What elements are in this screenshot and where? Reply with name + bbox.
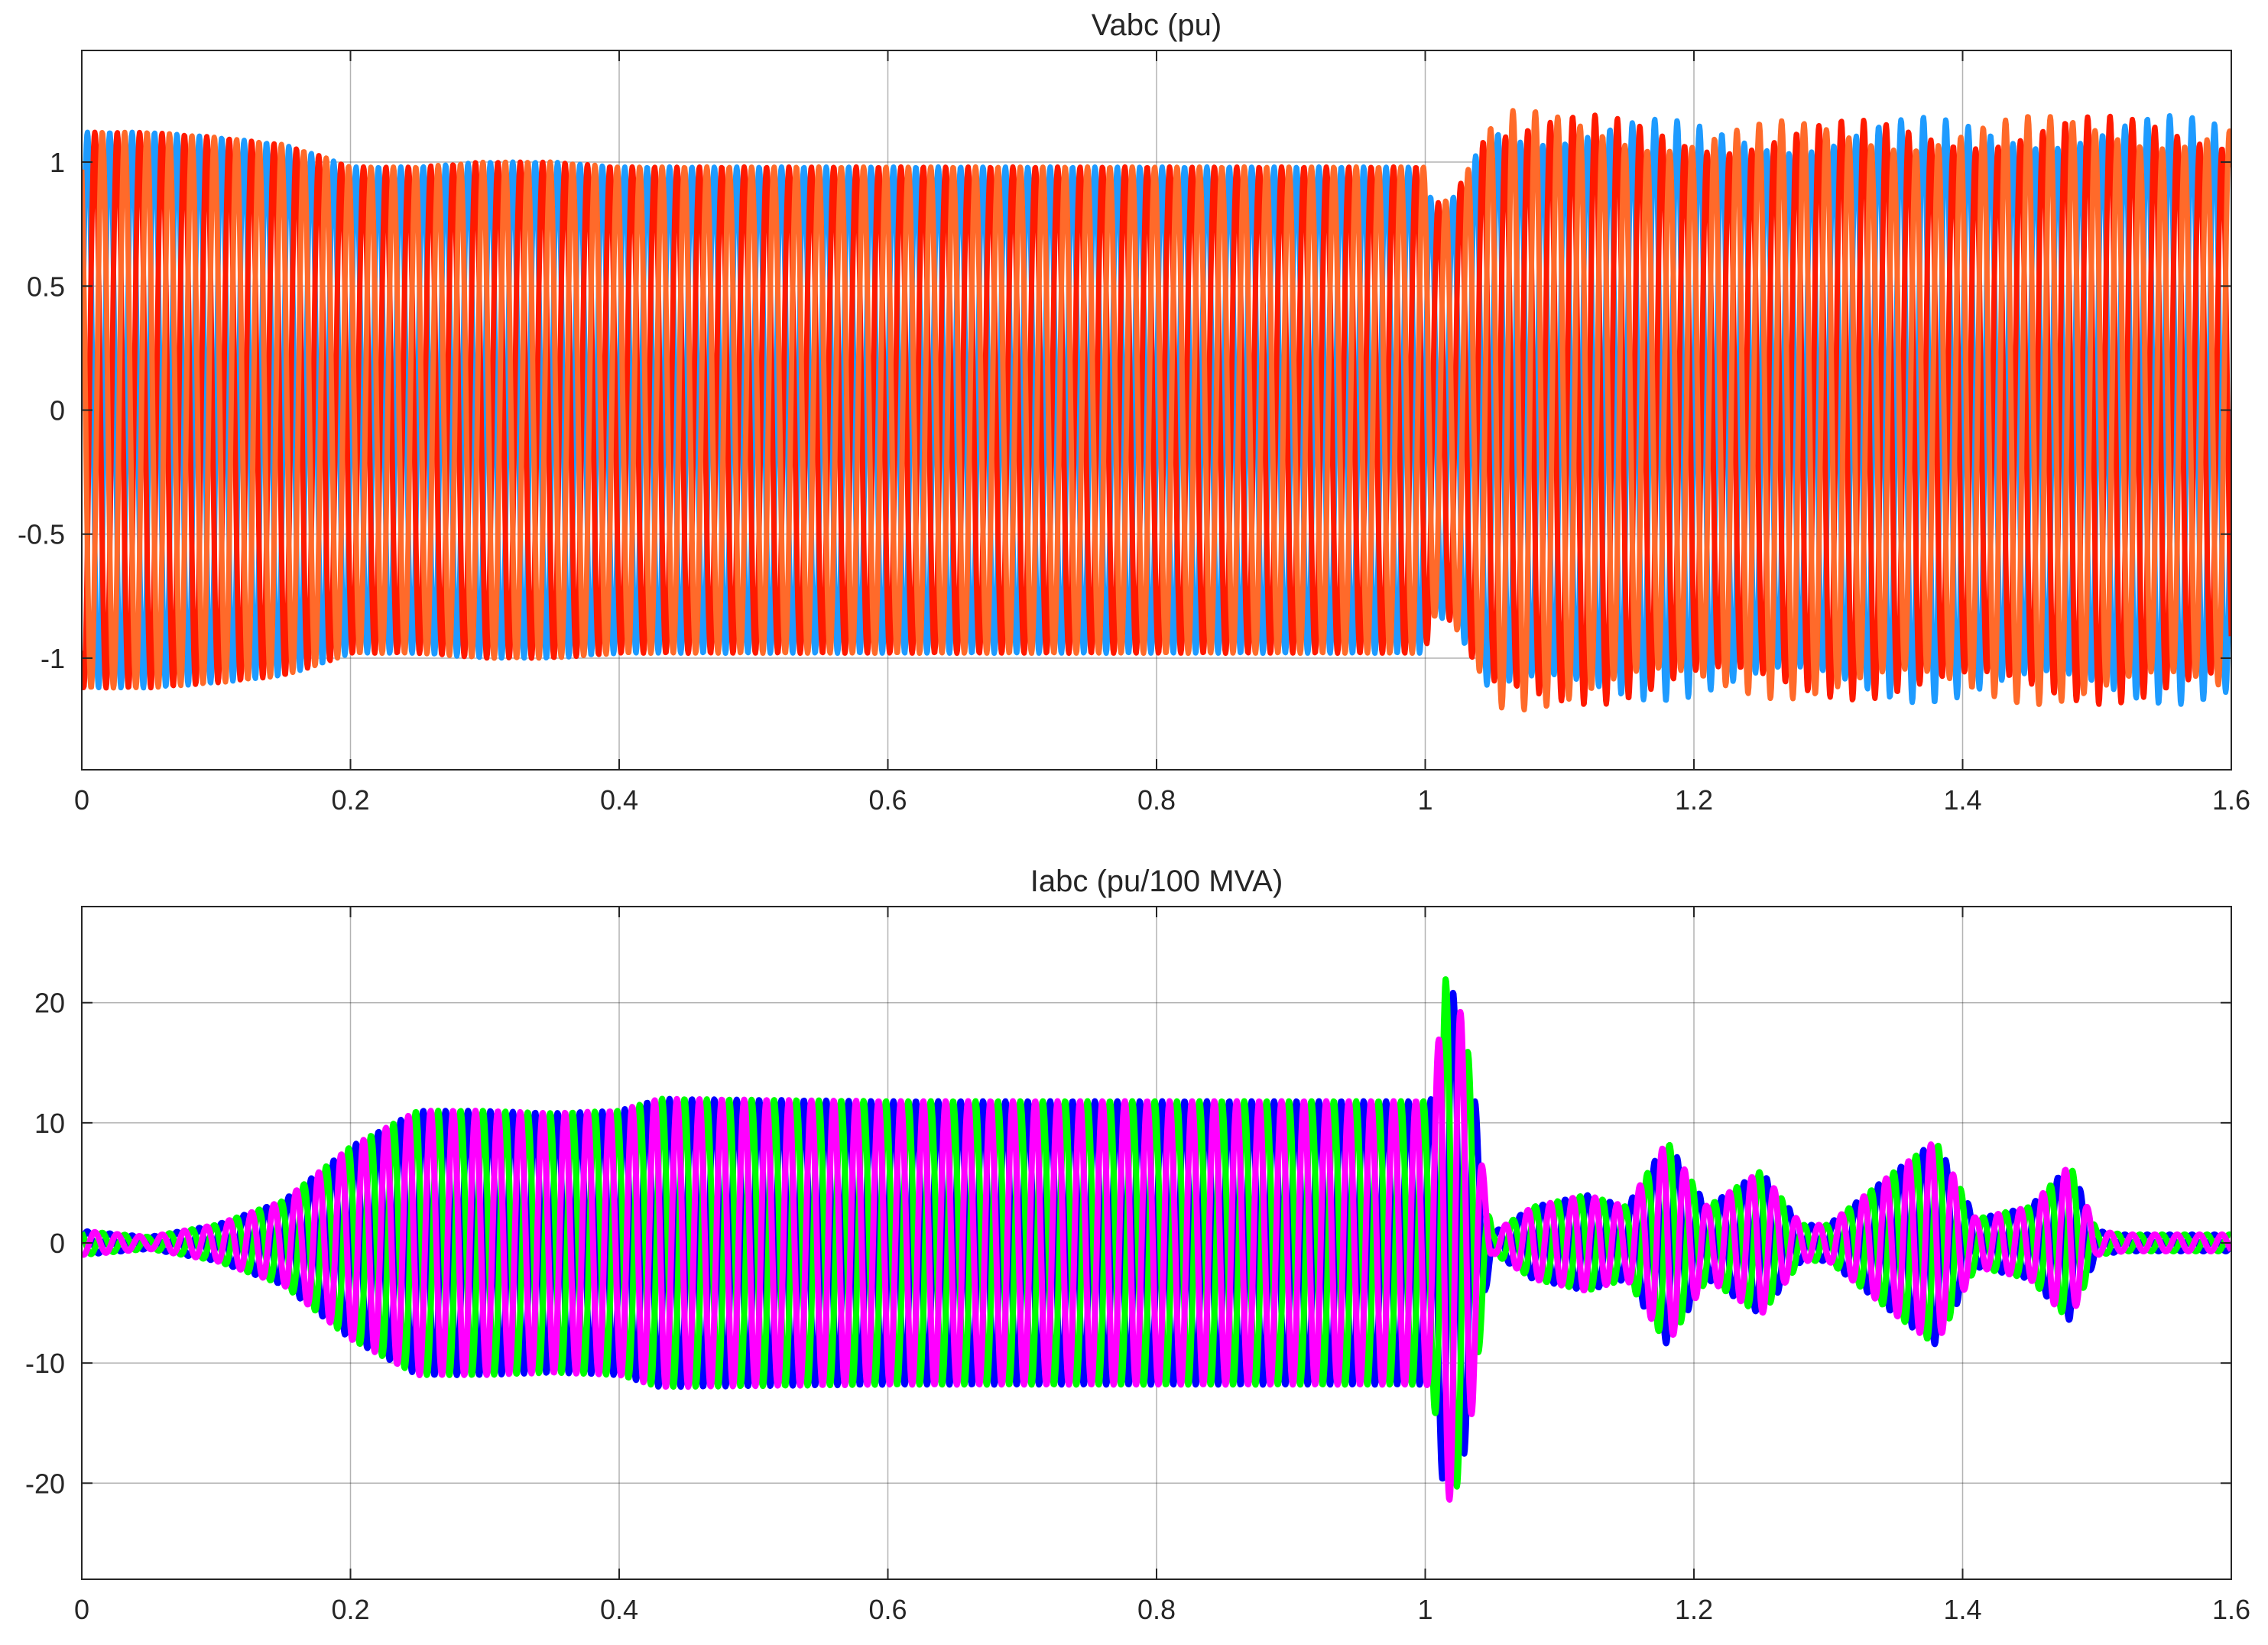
voltage-x-tick-label: 1.2 [1675, 784, 1713, 816]
voltage-trace-3 [82, 108, 2231, 712]
voltage-y-tick-label: 1 [50, 147, 65, 178]
voltage-plot-title: Vabc (pu) [1092, 8, 1222, 42]
current-y-tick-label: 0 [50, 1228, 65, 1259]
voltage-trace-2 [82, 112, 2231, 707]
current-plot: 0 0.2 0.4 0.6 0.8 1 1.2 1.4 1.6 20 10 0 -10 -20 Iabc… [25, 865, 2250, 1625]
voltage-y-ticks: 1 0.5 0 -0.5 -1 [18, 147, 2231, 674]
voltage-traces [82, 108, 2231, 712]
current-x-tick-label: 0.8 [1137, 1594, 1176, 1625]
voltage-x-tick-label: 0 [74, 784, 89, 816]
current-y-ticks: 20 10 0 -10 -20 [25, 988, 2231, 1499]
current-x-tick-label: 0 [74, 1594, 89, 1625]
current-y-tick-label: 10 [34, 1108, 65, 1139]
current-x-tick-label: 0.4 [600, 1594, 638, 1625]
voltage-y-tick-label: -1 [41, 643, 65, 674]
voltage-x-tick-label: 0.4 [600, 784, 638, 816]
current-x-tick-label: 0.6 [868, 1594, 907, 1625]
current-y-tick-label: -10 [25, 1348, 65, 1379]
current-x-tick-label: 1.2 [1675, 1594, 1713, 1625]
voltage-x-tick-label: 0.2 [331, 784, 369, 816]
current-y-tick-label: -20 [25, 1468, 65, 1499]
voltage-x-tick-label: 1 [1417, 784, 1433, 816]
current-trace-1 [82, 989, 2231, 1482]
voltage-x-ticks: 0 0.2 0.4 0.6 0.8 1 1.2 1.4 1.6 [74, 50, 2250, 816]
current-plot-title: Iabc (pu/100 MVA) [1030, 865, 1283, 898]
voltage-plot: 0 0.2 0.4 0.6 0.8 1 1.2 1.4 1.6 1 0.5 0 -0.5 -1 Vabc… [18, 8, 2250, 816]
voltage-x-tick-label: 0.8 [1137, 784, 1176, 816]
voltage-x-tick-label: 1.4 [1943, 784, 1981, 816]
current-x-tick-label: 1.4 [1943, 1594, 1981, 1625]
current-y-tick-label: 20 [34, 988, 65, 1019]
voltage-x-tick-label: 0.6 [868, 784, 907, 816]
voltage-trace-1 [82, 113, 2231, 707]
current-x-tick-label: 1.6 [2212, 1594, 2250, 1625]
voltage-y-tick-label: 0.5 [27, 271, 65, 302]
current-trace-2 [82, 976, 2231, 1490]
current-x-tick-label: 1 [1417, 1594, 1433, 1625]
current-trace-3 [82, 1008, 2231, 1503]
current-x-tick-label: 0.2 [331, 1594, 369, 1625]
current-traces [82, 976, 2231, 1503]
voltage-x-tick-label: 1.6 [2212, 784, 2250, 816]
voltage-y-tick-label: -0.5 [18, 519, 65, 550]
voltage-y-tick-label: 0 [50, 395, 65, 427]
current-x-ticks: 0 0.2 0.4 0.6 0.8 1 1.2 1.4 1.6 [74, 907, 2250, 1625]
